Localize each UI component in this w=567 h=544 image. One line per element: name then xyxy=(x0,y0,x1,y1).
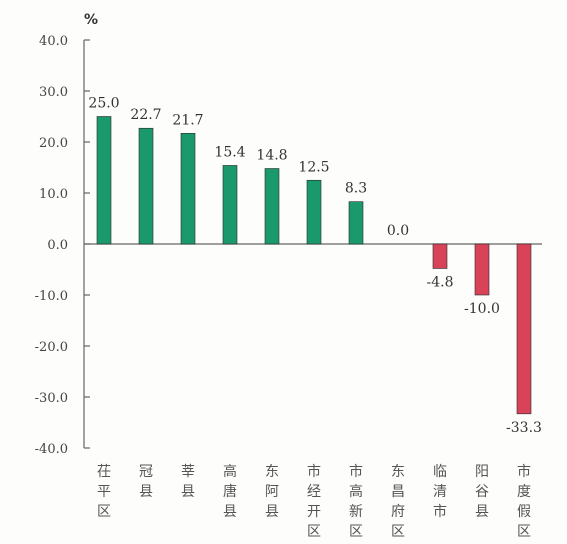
y-tick-label: -20.0 xyxy=(35,340,68,355)
bars xyxy=(96,116,532,415)
value-label: 21.7 xyxy=(172,112,203,128)
category-label: 茌平区 xyxy=(97,464,111,520)
bar xyxy=(348,201,364,245)
value-label: 12.5 xyxy=(298,159,329,175)
bar xyxy=(96,116,112,245)
y-tick-label: 0.0 xyxy=(47,238,68,253)
value-label: -33.3 xyxy=(506,420,542,436)
y-tick-label: 30.0 xyxy=(39,85,68,100)
bar xyxy=(180,133,196,245)
bar xyxy=(264,168,280,245)
value-labels: 25.0 22.7 21.7 15.4 14.8 12.5 8.3 0.0 -4.8 -10.0 -… xyxy=(88,96,542,436)
category-label: 莘县 xyxy=(181,463,195,500)
value-label: 25.0 xyxy=(88,96,119,112)
value-label: 8.3 xyxy=(345,181,367,197)
y-tick-label: -10.0 xyxy=(35,289,68,304)
category-label: 东阿县 xyxy=(265,464,279,520)
value-label: 0.0 xyxy=(387,223,409,239)
y-tick-label: -40.0 xyxy=(35,442,68,457)
value-label: 22.7 xyxy=(130,107,161,123)
y-axis-unit: % xyxy=(84,12,98,28)
category-label: 高唐县 xyxy=(223,463,237,520)
category-label: 阳谷县 xyxy=(475,464,489,520)
bar xyxy=(474,243,490,296)
bar xyxy=(432,243,448,269)
y-tick-label: 10.0 xyxy=(39,187,68,202)
y-axis: -40.0 -30.0 -20.0 -10.0 0.0 10.0 20.0 30.0 40.0 xyxy=(35,34,542,457)
category-label: 临清市 xyxy=(433,464,447,520)
category-label: 市高新区 xyxy=(349,463,363,540)
category-label: 市度假区 xyxy=(517,463,531,540)
value-label: -4.8 xyxy=(427,274,454,290)
y-tick-label: -30.0 xyxy=(35,391,68,406)
bar xyxy=(306,179,322,245)
bar xyxy=(222,165,238,245)
value-label: 14.8 xyxy=(256,148,287,164)
value-label: -10.0 xyxy=(464,301,500,317)
bar xyxy=(138,127,154,245)
category-label: 市经开区 xyxy=(307,463,321,540)
bar xyxy=(516,243,532,415)
category-label: 东昌府区 xyxy=(391,464,405,540)
y-tick-label: 40.0 xyxy=(39,34,68,49)
y-tick-label: 20.0 xyxy=(39,136,68,151)
category-label: 冠县 xyxy=(139,464,153,500)
value-label: 15.4 xyxy=(214,144,245,160)
